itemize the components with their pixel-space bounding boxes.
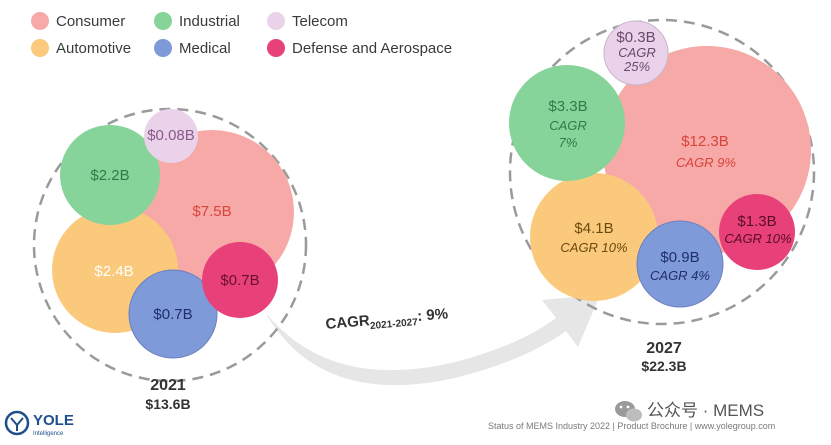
bubble-2021-defense-label: $0.7B [220,272,259,289]
bubble-2027-automotive: $4.1B CAGR 10% [530,173,658,301]
bubble-2027-industrial-circle [509,65,625,181]
legend-item-consumer: Consumer [31,12,125,30]
legend-item-defense: Defense and Aerospace [267,39,452,57]
legend: Consumer Industrial Telecom Automotive M… [31,12,452,57]
watermark: 公众号 · MEMS [615,401,764,422]
bubble-2027-telecom: $0.3B CAGR 25% [603,20,669,86]
legend-label-telecom: Telecom [292,13,348,30]
bubble-2027-defense: $1.3B CAGR 10% [719,194,795,270]
bubble-2021-industrial-circle [60,125,160,225]
bubble-group-2027: $12.3B CAGR 9% $4.1B CAGR 10% $3.3B CAGR… [508,18,816,374]
bubble-2027-automotive-cagr: CAGR 10% [560,240,627,255]
bubble-2021-telecom-circle [144,109,198,163]
legend-swatch-consumer [31,12,49,30]
legend-swatch-automotive [31,39,49,57]
bubble-group-2021: $7.5B $2.4B $2.2B $0.7B $0.7B $0.08B 202… [32,107,308,412]
bubble-2027-telecom-label: $0.3B [616,29,655,46]
yole-logo-icon [4,410,30,436]
bubble-2021-medical: $0.7B [128,269,218,359]
yole-logo: YOLE Intelligence [4,410,74,437]
bubble-2021-defense-circle [202,242,278,318]
legend-label-medical: Medical [179,40,231,57]
outline-2021 [32,107,308,383]
cagr-arrow [265,295,600,386]
bubble-2027-defense-label: $1.3B [737,213,776,230]
bubble-2027-industrial-label: $3.3B [548,98,587,115]
bubble-2021-telecom: $0.08B [144,109,198,163]
bubble-2021-medical-label: $0.7B [153,306,192,323]
bubble-2027-defense-circle [719,194,795,270]
bubble-2027-telecom-cagr2: 25% [623,59,650,74]
bubble-2027-automotive-circle [530,173,658,301]
cagr-prefix: CAGR [325,312,371,333]
bubble-2027-automotive-label: $4.1B [574,220,613,237]
cagr-sub: 2021-2027 [370,317,419,332]
yole-logo-sub: Intelligence [33,431,64,437]
legend-item-telecom: Telecom [267,12,348,30]
bubble-2027-telecom-circle [603,20,669,86]
legend-swatch-industrial [154,12,172,30]
bubble-2027-consumer-cagr: CAGR 9% [676,155,736,170]
bubble-2027-medical-cagr: CAGR 4% [650,268,710,283]
legend-item-automotive: Automotive [31,39,131,57]
legend-swatch-medical [154,39,172,57]
cagr-suffix: : 9% [417,305,449,325]
legend-item-medical: Medical [154,39,231,57]
bubble-2027-telecom-cagr1: CAGR [618,45,656,60]
bubble-2027-industrial-cagr1: CAGR [549,118,587,133]
bubble-2021-industrial-label: $2.2B [90,167,129,184]
watermark-text: 公众号 · MEMS [647,401,764,420]
yole-logo-text: YOLE [33,412,74,429]
year-label-2021: 2021 [150,377,186,394]
bubble-2027-industrial: $3.3B CAGR 7% [509,65,625,181]
bubble-2021-consumer-label: $7.5B [192,203,231,220]
bubble-2027-consumer-label: $12.3B [681,133,729,150]
legend-swatch-defense [267,39,285,57]
bubble-2027-industrial-cagr2: 7% [559,135,578,150]
legend-item-industrial: Industrial [154,12,240,30]
bubble-2021-automotive-label: $2.4B [94,263,133,280]
legend-swatch-telecom [267,12,285,30]
legend-label-consumer: Consumer [56,13,125,30]
bubble-2027-defense-cagr: CAGR 10% [724,231,791,246]
year-label-2027: 2027 [646,340,682,357]
total-label-2027: $22.3B [641,358,686,374]
legend-label-defense: Defense and Aerospace [292,40,452,57]
bubble-2027-medical-label: $0.9B [660,249,699,266]
bubble-2027-medical-circle [636,220,724,308]
outline-2027 [508,18,816,326]
legend-label-automotive: Automotive [56,40,131,57]
total-label-2021: $13.6B [145,396,190,412]
legend-label-industrial: Industrial [179,13,240,30]
wechat-icon [615,401,642,422]
bubble-2021-industrial: $2.2B [60,125,160,225]
bubble-2021-telecom-label: $0.08B [147,127,195,144]
cagr-overall-label: CAGR2021-2027: 9% [325,305,449,336]
bubble-2027-medical: $0.9B CAGR 4% [636,220,724,308]
bubble-2021-defense: $0.7B [202,242,278,318]
yole-logo-mark [10,417,24,431]
footer-text: Status of MEMS Industry 2022 | Product B… [488,421,775,431]
bubble-2021-medical-circle [128,269,218,359]
